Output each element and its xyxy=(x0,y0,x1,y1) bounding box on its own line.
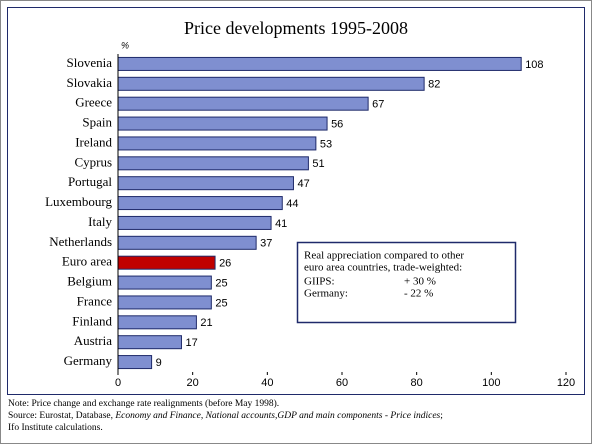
bar xyxy=(117,215,272,230)
annotation-key: GIIPS: xyxy=(304,276,335,288)
bar xyxy=(117,255,216,270)
y-tick-label: Cyprus xyxy=(74,154,112,169)
bar xyxy=(117,355,153,370)
y-tick-label: Italy xyxy=(88,214,112,229)
annotation-box xyxy=(296,241,517,324)
source-text: Source: Eurostat, Database, xyxy=(8,411,115,421)
bar xyxy=(117,56,522,71)
annotation-line: euro area countries, trade-weighted: xyxy=(304,262,462,274)
x-tick-label: 100 xyxy=(482,377,500,389)
source-line: Ifo Institute calculations. xyxy=(8,422,103,433)
y-tick-label: Slovakia xyxy=(67,75,113,90)
value-label: 21 xyxy=(200,317,212,329)
y-tick-label: Germany xyxy=(64,353,113,368)
x-tick-label: 120 xyxy=(557,377,575,389)
y-tick-label: Finland xyxy=(72,313,112,328)
y-tick-label: Luxembourg xyxy=(45,194,112,209)
y-tick-label: Spain xyxy=(82,115,112,130)
bar xyxy=(117,76,425,91)
bar xyxy=(117,196,283,211)
bar xyxy=(117,335,182,350)
x-tick-label: 0 xyxy=(115,377,121,389)
y-tick-label: France xyxy=(77,293,113,308)
bar xyxy=(117,295,212,310)
y-tick-label: Portugal xyxy=(68,174,112,189)
y-tick-label: Euro area xyxy=(62,254,112,269)
y-tick-label: Ireland xyxy=(75,134,112,149)
value-label: 108 xyxy=(525,59,543,71)
value-label: 53 xyxy=(320,138,332,150)
value-label: 25 xyxy=(215,277,227,289)
x-tick-label: 20 xyxy=(187,377,199,389)
bar xyxy=(117,156,309,171)
value-label: 44 xyxy=(286,198,298,210)
value-label: 67 xyxy=(372,99,384,111)
unit-label: % xyxy=(121,40,129,50)
value-label: 26 xyxy=(219,258,231,270)
value-label: 9 xyxy=(156,357,162,369)
chart-frame xyxy=(7,7,585,395)
bar xyxy=(117,176,294,191)
value-label: 37 xyxy=(260,238,272,250)
bar xyxy=(117,116,328,131)
y-tick-label: Austria xyxy=(74,333,113,348)
value-label: 82 xyxy=(428,79,440,91)
x-tick-label: 60 xyxy=(336,377,348,389)
annotation-key: Germany: xyxy=(304,288,348,300)
x-tick-label: 40 xyxy=(261,377,273,389)
bar xyxy=(117,235,257,250)
annotation-value: + 30 % xyxy=(404,276,436,288)
value-label: 51 xyxy=(312,158,324,170)
value-label: 41 xyxy=(275,218,287,230)
annotation-value: - 22 % xyxy=(404,288,433,300)
value-label: 47 xyxy=(297,178,309,190)
y-tick-label: Belgium xyxy=(67,274,112,289)
note: Note: Price change and exchange rate rea… xyxy=(8,398,279,409)
y-tick-label: Slovenia xyxy=(67,55,113,70)
source: Source: Eurostat, Database, Economy and … xyxy=(8,411,443,421)
value-label: 25 xyxy=(215,297,227,309)
value-label: 56 xyxy=(331,118,343,130)
y-tick-label: Netherlands xyxy=(49,234,112,249)
source-text: ; xyxy=(440,411,443,421)
y-tick-label: Greece xyxy=(75,95,112,110)
annotation-line: Real appreciation compared to other xyxy=(304,250,464,262)
bar xyxy=(117,96,369,111)
bar xyxy=(117,275,212,290)
bar xyxy=(117,136,317,151)
x-tick-label: 80 xyxy=(411,377,423,389)
bar xyxy=(117,315,197,330)
source-italic: Economy and Finance, National accounts,G… xyxy=(114,411,440,421)
value-label: 17 xyxy=(185,337,197,349)
chart-title: Price developments 1995-2008 xyxy=(184,18,408,38)
